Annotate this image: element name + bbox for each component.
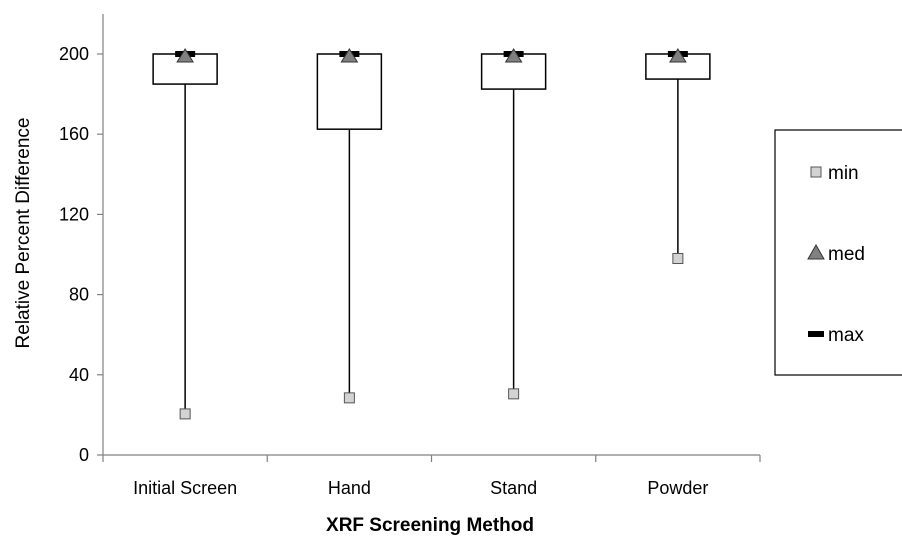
med-marker [340,48,359,63]
y-tick-label: 40 [69,365,89,385]
box-rect [152,53,218,85]
boxes [152,48,711,420]
legend-label: med [828,244,865,265]
y-tick-label: 200 [59,44,89,64]
tick-labels: 0 40 80 120 160 200 Initial Screen Hand Stand Pow… [59,44,708,498]
y-tick-label: 80 [69,285,89,305]
legend-med-swatch [807,243,825,260]
x-axis-title: XRF Screening Method [326,515,534,536]
box-group [645,48,711,265]
legend-min-swatch [810,166,822,178]
y-tick-label: 120 [59,204,89,224]
x-tick-label: Stand [490,478,537,498]
legend-box [774,129,902,376]
box-rect [316,53,383,130]
med-marker [504,48,523,63]
x-tick-label: Hand [328,478,371,498]
med-marker [176,48,195,63]
min-marker [508,388,520,400]
y-tick-label: 160 [59,124,89,144]
box-group [152,48,218,420]
legend-max-swatch [808,331,824,337]
box-group [316,48,383,404]
legend-label: min [828,163,859,184]
legend: min med max [774,129,902,376]
y-tick-label: 0 [79,445,89,465]
min-marker [672,253,684,265]
y-axis-title: Relative Percent Difference [13,118,34,349]
axes [97,14,761,462]
med-marker [668,48,687,63]
x-tick-label: Initial Screen [133,478,237,498]
min-marker [343,392,355,404]
box-group [480,48,547,400]
x-tick-label: Powder [647,478,708,498]
min-marker [179,408,191,420]
legend-label: max [828,325,864,346]
